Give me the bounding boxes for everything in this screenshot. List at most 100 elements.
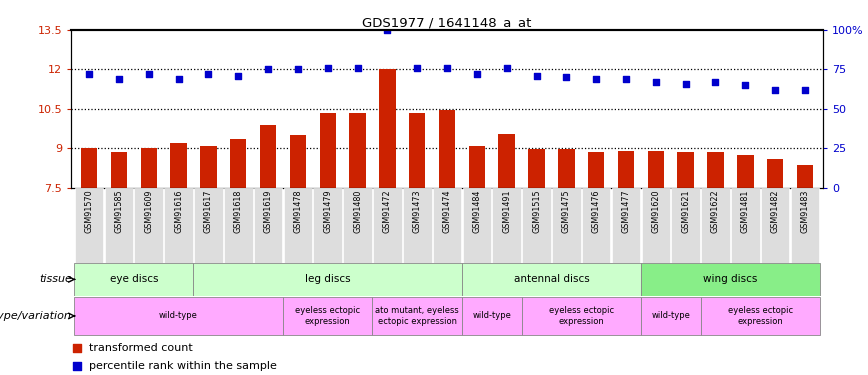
- Bar: [201, 146, 217, 188]
- Bar: [737, 154, 753, 188]
- Text: GSM91619: GSM91619: [264, 190, 273, 233]
- Text: eyeless ectopic
expression: eyeless ectopic expression: [549, 306, 614, 326]
- Point: [112, 76, 126, 82]
- Text: GSM91570: GSM91570: [84, 190, 94, 233]
- Point: [559, 74, 573, 80]
- Text: eyeless ectopic
expression: eyeless ectopic expression: [295, 306, 360, 326]
- Bar: [707, 152, 724, 188]
- Bar: [349, 112, 365, 188]
- FancyBboxPatch shape: [761, 188, 790, 262]
- FancyBboxPatch shape: [224, 188, 253, 262]
- Text: GSM91491: GSM91491: [503, 190, 511, 233]
- FancyBboxPatch shape: [523, 188, 551, 262]
- Bar: [498, 134, 515, 188]
- Bar: [767, 159, 783, 188]
- Point: [589, 76, 603, 82]
- Text: GSM91481: GSM91481: [740, 190, 750, 233]
- FancyBboxPatch shape: [343, 188, 372, 262]
- Bar: [111, 152, 127, 188]
- Point: [141, 71, 155, 77]
- FancyBboxPatch shape: [283, 297, 372, 335]
- FancyBboxPatch shape: [641, 188, 670, 262]
- Point: [70, 363, 84, 369]
- FancyBboxPatch shape: [791, 188, 819, 262]
- FancyBboxPatch shape: [373, 188, 402, 262]
- Point: [440, 65, 454, 71]
- Point: [291, 66, 305, 72]
- Bar: [558, 150, 575, 188]
- Text: GSM91475: GSM91475: [562, 190, 571, 233]
- Text: wild-type: wild-type: [651, 311, 690, 320]
- Text: genotype/variation: genotype/variation: [0, 311, 72, 321]
- Bar: [230, 139, 247, 188]
- Bar: [469, 146, 485, 188]
- Text: GSM91474: GSM91474: [443, 190, 451, 233]
- Point: [739, 82, 753, 88]
- FancyBboxPatch shape: [403, 188, 431, 262]
- Bar: [379, 69, 396, 188]
- Text: transformed count: transformed count: [89, 343, 193, 353]
- Text: GSM91478: GSM91478: [293, 190, 302, 233]
- FancyBboxPatch shape: [74, 263, 194, 296]
- Text: antennal discs: antennal discs: [514, 274, 589, 284]
- FancyBboxPatch shape: [313, 188, 342, 262]
- FancyBboxPatch shape: [492, 188, 521, 262]
- FancyBboxPatch shape: [284, 188, 312, 262]
- Bar: [290, 135, 306, 188]
- Text: GSM91620: GSM91620: [651, 190, 661, 233]
- FancyBboxPatch shape: [731, 188, 760, 262]
- Text: wild-type: wild-type: [159, 311, 198, 320]
- Text: GSM91616: GSM91616: [174, 190, 183, 233]
- Point: [411, 65, 424, 71]
- Point: [261, 66, 275, 72]
- FancyBboxPatch shape: [194, 188, 223, 262]
- FancyBboxPatch shape: [522, 297, 641, 335]
- FancyBboxPatch shape: [671, 188, 700, 262]
- Point: [470, 71, 483, 77]
- Bar: [170, 143, 187, 188]
- FancyBboxPatch shape: [641, 263, 820, 296]
- FancyBboxPatch shape: [75, 188, 103, 262]
- Text: GSM91585: GSM91585: [115, 190, 123, 233]
- Point: [768, 87, 782, 93]
- Point: [649, 79, 663, 85]
- FancyBboxPatch shape: [194, 263, 462, 296]
- Point: [529, 73, 543, 79]
- Text: GSM91483: GSM91483: [800, 190, 810, 233]
- Text: GSM91515: GSM91515: [532, 190, 541, 233]
- Bar: [260, 124, 276, 188]
- FancyBboxPatch shape: [641, 297, 700, 335]
- Text: GSM91477: GSM91477: [621, 190, 630, 233]
- FancyBboxPatch shape: [462, 263, 641, 296]
- Point: [351, 65, 365, 71]
- Bar: [141, 148, 157, 188]
- Text: GSM91484: GSM91484: [472, 190, 482, 233]
- Point: [679, 81, 693, 87]
- Text: GSM91479: GSM91479: [323, 190, 332, 233]
- Point: [798, 87, 812, 93]
- FancyBboxPatch shape: [104, 188, 133, 262]
- Text: GSM91473: GSM91473: [412, 190, 422, 233]
- Bar: [677, 152, 694, 188]
- Text: percentile rank within the sample: percentile rank within the sample: [89, 361, 277, 370]
- FancyBboxPatch shape: [463, 188, 491, 262]
- FancyBboxPatch shape: [700, 297, 820, 335]
- Text: GSM91482: GSM91482: [771, 190, 779, 233]
- FancyBboxPatch shape: [552, 188, 581, 262]
- Point: [500, 65, 514, 71]
- Point: [231, 73, 245, 79]
- Bar: [439, 110, 455, 188]
- Point: [172, 76, 186, 82]
- FancyBboxPatch shape: [582, 188, 610, 262]
- FancyBboxPatch shape: [701, 188, 730, 262]
- Point: [201, 71, 215, 77]
- FancyBboxPatch shape: [433, 188, 461, 262]
- Point: [82, 71, 96, 77]
- FancyBboxPatch shape: [612, 188, 641, 262]
- Bar: [319, 112, 336, 188]
- FancyBboxPatch shape: [74, 297, 283, 335]
- Point: [70, 345, 84, 351]
- Point: [321, 65, 335, 71]
- Text: GSM91617: GSM91617: [204, 190, 213, 233]
- Text: GSM91621: GSM91621: [681, 190, 690, 233]
